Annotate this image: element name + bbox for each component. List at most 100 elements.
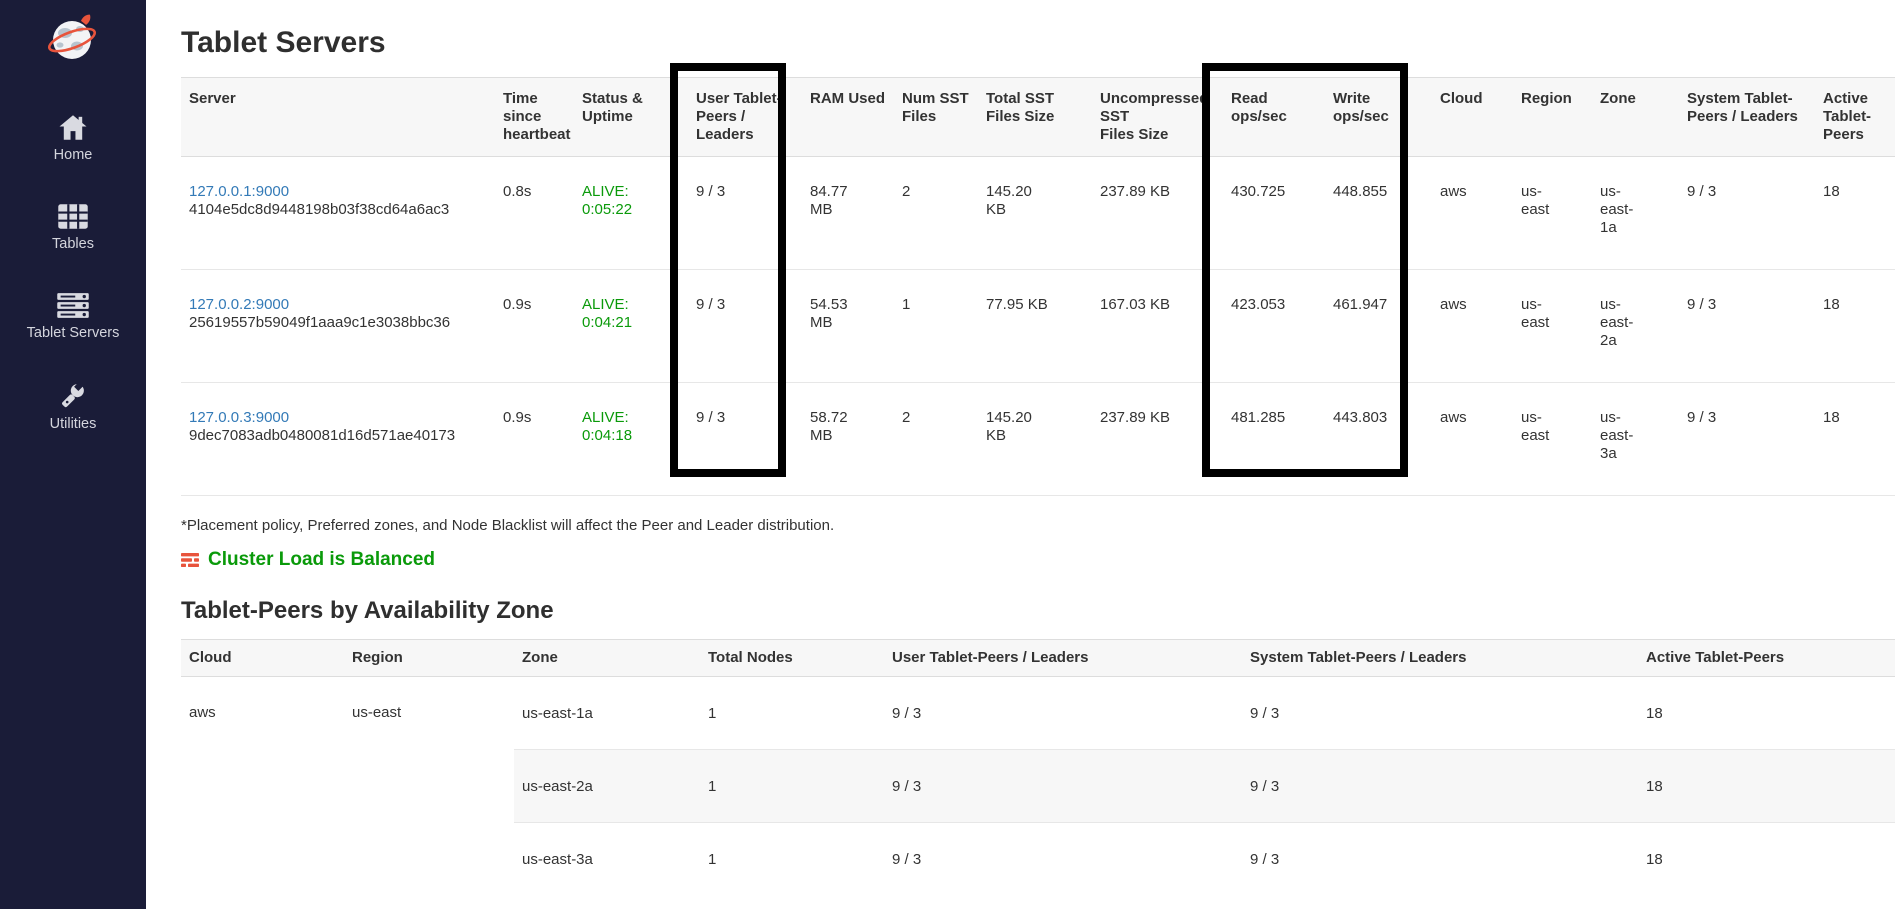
system-peers-cell: 9 / 3 (1679, 269, 1815, 383)
server-link[interactable]: 127.0.0.1:9000 (189, 183, 290, 200)
num-sst-cell: 2 (894, 156, 978, 270)
total-nodes-cell: 1 (700, 676, 884, 750)
col-header-write-ops: Write ops/sec (1325, 77, 1432, 157)
col-header-cloud: Cloud (181, 639, 344, 677)
table-row: us-east-3a 1 9 / 3 9 / 3 18 (181, 822, 1895, 896)
sidebar-item-label: Home (53, 147, 93, 163)
table-row: 127.0.0.3:9000 9dec7083adb0480081d16d571… (181, 382, 1895, 496)
system-peers-cell: 9 / 3 (1242, 749, 1638, 823)
placement-note: *Placement policy, Preferred zones, and … (181, 517, 835, 534)
server-cell: 127.0.0.3:9000 9dec7083adb0480081d16d571… (181, 382, 495, 496)
status-cell: ALIVE: 0:05:22 (574, 156, 688, 270)
server-uuid: 9dec7083adb0480081d16d571ae40173 (189, 427, 456, 444)
cluster-balance-icon (181, 553, 199, 567)
region-cell: us- east (1513, 382, 1592, 496)
col-header-heartbeat: Time since heartbeat (495, 77, 574, 157)
sst-size-cell: 77.95 KB (978, 269, 1092, 383)
system-peers-cell: 9 / 3 (1242, 822, 1638, 896)
system-peers-cell: 9 / 3 (1679, 382, 1815, 496)
zones-table-header-row: Cloud Region Zone Total Nodes User Table… (181, 639, 1895, 677)
region-cell: us-east (344, 676, 514, 896)
uptime-value: 0:04:21 (582, 314, 633, 331)
zone-cell: us- east- 3a (1592, 382, 1679, 496)
col-header-user-peers: User Tablet-Peers / Leaders (884, 639, 1242, 677)
table-row: 127.0.0.1:9000 4104e5dc8d9448198b03f38cd… (181, 156, 1895, 270)
total-nodes-cell: 1 (700, 749, 884, 823)
heartbeat-cell: 0.9s (495, 269, 574, 383)
system-peers-cell: 9 / 3 (1242, 676, 1638, 750)
read-ops-cell: 423.053 (1223, 269, 1325, 383)
tables-icon (58, 204, 88, 229)
server-link[interactable]: 127.0.0.2:9000 (189, 296, 290, 313)
col-header-total-nodes: Total Nodes (700, 639, 884, 677)
col-header-num-sst: Num SST Files (894, 77, 978, 157)
sidebar-item-tables[interactable]: Tables (52, 203, 94, 252)
cloud-cell: aws (1432, 156, 1513, 270)
status-cell: ALIVE: 0:04:18 (574, 382, 688, 496)
sidebar-item-tablet-servers[interactable]: Tablet Servers (26, 292, 120, 341)
zone-cell: us- east- 2a (1592, 269, 1679, 383)
col-header-status: Status & Uptime (574, 77, 688, 157)
uncompressed-sst-cell: 167.03 KB (1092, 269, 1223, 383)
sidebar-item-home[interactable]: Home (53, 114, 93, 163)
uncompressed-sst-cell: 237.89 KB (1092, 156, 1223, 270)
zone-cell: us- east- 1a (1592, 156, 1679, 270)
cloud-cell: aws (181, 676, 344, 896)
server-link[interactable]: 127.0.0.3:9000 (189, 409, 290, 426)
page-title: Tablet Servers (181, 26, 386, 59)
user-peers-cell: 9 / 3 (884, 676, 1242, 750)
home-icon (59, 115, 87, 140)
user-peers-cell: 9 / 3 (688, 269, 802, 383)
sidebar-item-label: Tablet Servers (26, 325, 120, 341)
status-badge: ALIVE: (582, 183, 629, 200)
col-header-ram: RAM Used (802, 77, 894, 157)
sidebar: Home Tables (0, 0, 146, 909)
zone-cell: us-east-2a (514, 749, 700, 823)
servers-table-header-row: Server Time since heartbeat Status & Upt… (181, 77, 1895, 157)
col-header-sst-size: Total SST Files Size (978, 77, 1092, 157)
ram-cell: 54.53 MB (802, 269, 894, 383)
status-cell: ALIVE: 0:04:21 (574, 269, 688, 383)
system-peers-cell: 9 / 3 (1679, 156, 1815, 270)
region-cell: us- east (1513, 156, 1592, 270)
col-header-user-peers: User Tablet- Peers / Leaders (688, 77, 802, 157)
tablet-servers-table: Server Time since heartbeat Status & Upt… (181, 77, 1895, 496)
uncompressed-sst-cell: 237.89 KB (1092, 382, 1223, 496)
utilities-icon (62, 381, 86, 408)
section-title-tablet-peers-by-az: Tablet-Peers by Availability Zone (181, 597, 554, 624)
yugabyte-logo[interactable] (47, 12, 99, 68)
col-header-uncompressed-sst: Uncompressed SST Files Size (1092, 77, 1223, 157)
availability-zones-table: Cloud Region Zone Total Nodes User Table… (181, 639, 1895, 896)
col-header-read-ops: Read ops/sec (1223, 77, 1325, 157)
col-header-active-peers: Active Tablet-Peers (1638, 639, 1895, 677)
col-header-region: Region (344, 639, 514, 677)
read-ops-cell: 430.725 (1223, 156, 1325, 270)
write-ops-cell: 443.803 (1325, 382, 1432, 496)
server-uuid: 25619557b59049f1aaa9c1e3038bbc36 (189, 314, 451, 331)
tablet-servers-icon (57, 293, 89, 318)
col-header-system-peers: System Tablet-Peers / Leaders (1242, 639, 1638, 677)
active-peers-cell: 18 (1638, 676, 1895, 750)
col-header-server: Server (181, 77, 495, 157)
user-peers-cell: 9 / 3 (688, 382, 802, 496)
col-header-region: Region (1513, 77, 1592, 157)
col-header-zone: Zone (1592, 77, 1679, 157)
user-peers-cell: 9 / 3 (884, 822, 1242, 896)
sidebar-item-utilities[interactable]: Utilities (49, 381, 97, 432)
heartbeat-cell: 0.9s (495, 382, 574, 496)
server-cell: 127.0.0.2:9000 25619557b59049f1aaa9c1e30… (181, 269, 495, 383)
cluster-status-text: Cluster Load is Balanced (208, 549, 436, 570)
total-nodes-cell: 1 (700, 822, 884, 896)
uptime-value: 0:04:18 (582, 427, 633, 444)
col-header-cloud: Cloud (1432, 77, 1513, 157)
uptime-value: 0:05:22 (582, 201, 633, 218)
ram-cell: 84.77 MB (802, 156, 894, 270)
col-header-active-peers: Active Tablet- Peers (1815, 77, 1895, 157)
sidebar-item-label: Utilities (49, 416, 97, 432)
active-peers-cell: 18 (1815, 269, 1895, 383)
zone-cell: us-east-3a (514, 822, 700, 896)
sidebar-nav: Home Tables (26, 114, 120, 472)
status-badge: ALIVE: (582, 409, 629, 426)
write-ops-cell: 461.947 (1325, 269, 1432, 383)
